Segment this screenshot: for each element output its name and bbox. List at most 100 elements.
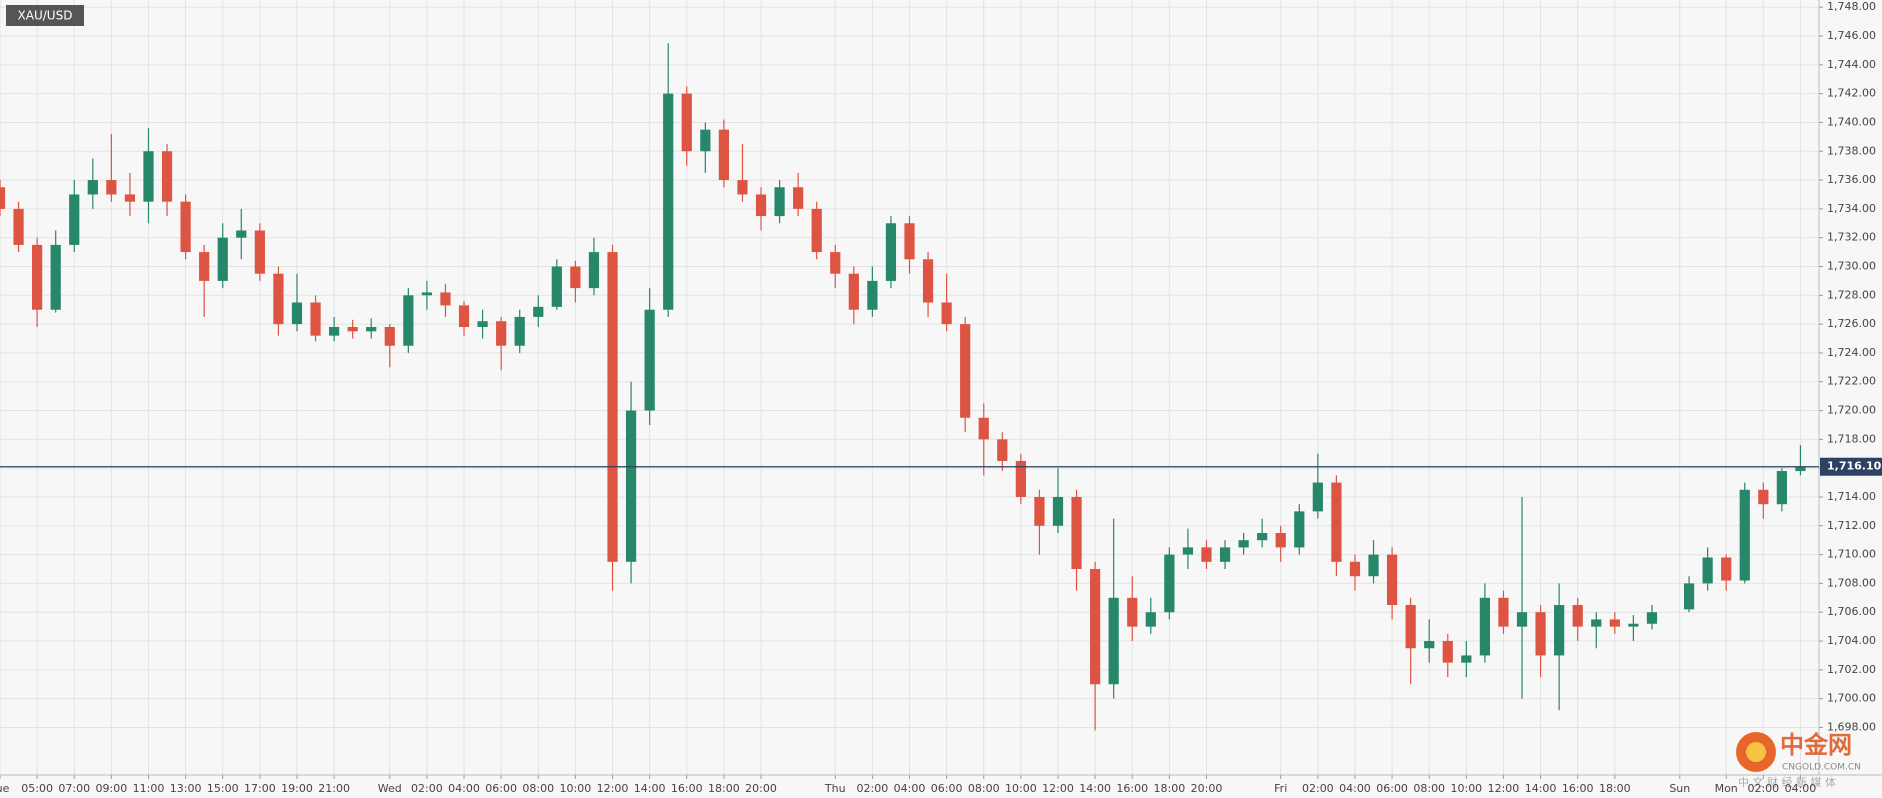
candle-body — [941, 302, 952, 325]
candle-body — [403, 295, 414, 346]
candle-body — [236, 230, 247, 238]
last-price-box — [1820, 457, 1882, 476]
candle-body — [1405, 605, 1416, 649]
x-tick-label: 08:00 — [968, 782, 1000, 795]
x-tick-label: 04:00 — [1785, 782, 1817, 795]
candle-body — [1721, 557, 1732, 581]
candle-body — [87, 180, 98, 195]
x-tick-label: Wed — [378, 782, 402, 795]
x-tick-label: 02:00 — [857, 782, 889, 795]
candle-body — [1646, 612, 1658, 624]
y-tick-label: 1,708.00 — [1827, 576, 1876, 589]
candle-body — [384, 326, 395, 346]
candle-body — [885, 223, 897, 281]
candle-body — [1164, 554, 1175, 613]
x-tick-label: 02:00 — [1302, 782, 1334, 795]
candle-body — [1015, 460, 1026, 497]
candle-body — [440, 292, 451, 306]
x-tick-label: 20:00 — [745, 782, 777, 795]
x-tick-label: 04:00 — [894, 782, 926, 795]
x-tick-label: 20:00 — [1191, 782, 1223, 795]
y-tick-label: 1,714.00 — [1827, 490, 1876, 503]
candle-body — [291, 302, 303, 325]
candle-body — [607, 252, 618, 562]
x-tick-label: 10:00 — [560, 782, 592, 795]
candle-body — [1554, 605, 1565, 656]
candle-body — [50, 244, 61, 310]
y-tick-label: 1,734.00 — [1827, 202, 1876, 215]
candle-body — [1776, 471, 1787, 505]
x-tick-label: 17:00 — [244, 782, 276, 795]
candle-body — [644, 309, 655, 411]
x-tick-label: 06:00 — [931, 782, 963, 795]
x-tick-label: 06:00 — [485, 782, 517, 795]
y-tick-label: 1,702.00 — [1827, 663, 1876, 676]
x-tick-label: 14:00 — [1525, 782, 1557, 795]
candles — [0, 43, 1806, 731]
y-tick-label: 1,718.00 — [1827, 432, 1876, 445]
candle-body — [1090, 569, 1101, 685]
candle-body — [1739, 489, 1750, 581]
candle-body — [1127, 597, 1138, 627]
x-tick-label: 09:00 — [96, 782, 128, 795]
x-tick-label: 14:00 — [634, 782, 666, 795]
grid — [0, 0, 1819, 775]
candle-body — [273, 273, 284, 325]
candle-body — [1386, 554, 1398, 606]
candle-body — [1461, 655, 1472, 663]
watermark-slogan: 中 文 财 经 新 媒 体 — [1738, 775, 1836, 789]
x-tick-label: Thu — [824, 782, 846, 795]
candle-body — [1219, 547, 1231, 562]
candle-body — [848, 273, 859, 310]
candle-body — [811, 208, 822, 253]
x-tick-label: 18:00 — [1599, 782, 1631, 795]
candle-body — [421, 292, 433, 296]
candle-body — [1294, 511, 1305, 548]
candle-body — [32, 244, 43, 310]
candle-body — [1442, 641, 1453, 663]
x-tick-label: 08:00 — [1413, 782, 1445, 795]
x-tick-label: 10:00 — [1005, 782, 1037, 795]
candle-body — [1071, 496, 1082, 570]
candle-body — [1312, 482, 1323, 512]
candle-body — [1516, 612, 1528, 627]
candle-body — [867, 280, 878, 310]
candle-body — [161, 151, 173, 202]
candle-body — [904, 223, 915, 260]
candle-body — [514, 316, 525, 346]
candle-body — [663, 93, 674, 310]
watermark-logo-inner — [1746, 742, 1766, 762]
watermark: 中金网 CNGOLD.COM.CN 中 文 财 经 新 媒 体 — [1736, 731, 1861, 789]
x-tick-label: 18:00 — [708, 782, 740, 795]
candle-body — [681, 93, 692, 152]
candle-body — [1052, 496, 1064, 526]
candle-body — [830, 252, 841, 274]
x-tick-label: 16:00 — [1116, 782, 1148, 795]
y-tick-label: 1,698.00 — [1827, 720, 1876, 733]
candle-body — [1795, 466, 1806, 472]
watermark-name: 中金网 — [1780, 731, 1852, 759]
candle-body — [1572, 605, 1583, 627]
candle-body — [180, 201, 191, 253]
candle-body — [1182, 547, 1194, 555]
y-tick-label: 1,722.00 — [1827, 375, 1876, 388]
y-tick-label: 1,740.00 — [1827, 115, 1876, 128]
candle-body — [143, 151, 154, 202]
y-tick-label: 1,710.00 — [1827, 548, 1876, 561]
title-box — [6, 5, 84, 26]
y-tick-label: 1,738.00 — [1827, 144, 1876, 157]
candle-body — [1702, 557, 1713, 584]
y-tick-label: 1,728.00 — [1827, 288, 1876, 301]
candle-body — [960, 324, 971, 418]
candle-body — [755, 194, 767, 217]
candle-body — [69, 194, 80, 245]
y-tick-label: 1,736.00 — [1827, 173, 1876, 186]
y-tick-label: 1,726.00 — [1827, 317, 1876, 330]
y-tick-label: 1,732.00 — [1827, 231, 1876, 244]
candle-body — [570, 266, 581, 289]
x-tick-label: 02:00 — [1747, 782, 1779, 795]
candle-body — [477, 321, 488, 327]
candle-body — [328, 326, 340, 336]
candle-body — [1034, 496, 1045, 526]
x-tick-label: 16:00 — [1562, 782, 1594, 795]
